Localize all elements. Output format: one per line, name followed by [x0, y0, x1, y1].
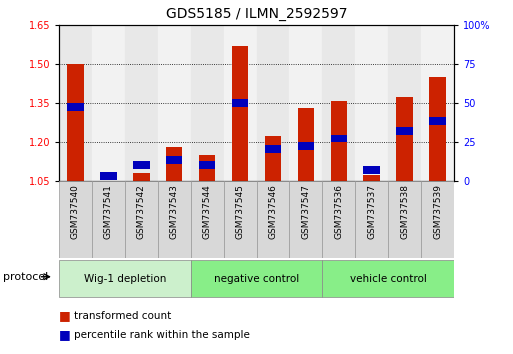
Bar [133, 173, 149, 181]
Bar [158, 181, 191, 258]
Text: GSM737541: GSM737541 [104, 184, 113, 239]
Bar [388, 181, 421, 258]
Text: GSM737537: GSM737537 [367, 184, 376, 239]
Bar [59, 261, 191, 297]
Bar [364, 175, 380, 181]
Bar [388, 25, 421, 181]
Bar [125, 25, 157, 181]
Text: GSM737543: GSM737543 [170, 184, 179, 239]
Bar [157, 25, 191, 181]
Text: ■: ■ [59, 309, 71, 322]
Bar [397, 97, 413, 181]
Bar [232, 99, 248, 107]
Bar [224, 181, 256, 258]
Text: GSM737546: GSM737546 [268, 184, 278, 239]
Bar [429, 77, 446, 181]
Text: transformed count: transformed count [74, 310, 172, 321]
Bar [191, 181, 224, 258]
Bar [199, 155, 215, 181]
Bar [322, 181, 355, 258]
Text: GSM737545: GSM737545 [235, 184, 245, 239]
Bar [289, 181, 322, 258]
Bar [125, 181, 158, 258]
Title: GDS5185 / ILMN_2592597: GDS5185 / ILMN_2592597 [166, 7, 347, 21]
Bar [421, 25, 454, 181]
Bar [298, 142, 314, 150]
Text: protocol: protocol [3, 272, 48, 282]
Text: GSM737540: GSM737540 [71, 184, 80, 239]
Text: GSM737538: GSM737538 [400, 184, 409, 239]
Bar [59, 181, 92, 258]
Bar [289, 25, 322, 181]
Bar [256, 25, 289, 181]
Text: GSM737539: GSM737539 [433, 184, 442, 239]
Bar [397, 127, 413, 135]
Bar [100, 172, 116, 180]
Bar [59, 25, 92, 181]
Bar [355, 181, 388, 258]
Bar [191, 261, 322, 297]
Bar [355, 25, 388, 181]
Bar [92, 25, 125, 181]
Text: vehicle control: vehicle control [350, 274, 427, 284]
Text: Wig-1 depletion: Wig-1 depletion [84, 274, 166, 284]
Bar [199, 161, 215, 169]
Bar [166, 156, 183, 164]
Text: GSM737544: GSM737544 [203, 184, 212, 239]
Text: percentile rank within the sample: percentile rank within the sample [74, 330, 250, 340]
Bar [92, 181, 125, 258]
Bar [256, 181, 289, 258]
Bar [191, 25, 224, 181]
Bar [421, 181, 454, 258]
Bar [322, 261, 454, 297]
Bar [224, 25, 256, 181]
Text: GSM737536: GSM737536 [334, 184, 343, 239]
Text: ■: ■ [59, 328, 71, 341]
Bar [166, 147, 183, 181]
Text: negative control: negative control [214, 274, 299, 284]
Bar [429, 118, 446, 125]
Bar [265, 136, 281, 181]
Bar [67, 103, 84, 111]
Bar [265, 145, 281, 153]
Text: GSM737542: GSM737542 [137, 184, 146, 239]
Bar [232, 46, 248, 181]
Text: GSM737547: GSM737547 [301, 184, 310, 239]
Bar [298, 108, 314, 181]
Bar [330, 135, 347, 142]
Bar [133, 161, 149, 169]
Bar [330, 101, 347, 181]
Bar [322, 25, 355, 181]
Bar [364, 166, 380, 173]
Bar [67, 64, 84, 181]
